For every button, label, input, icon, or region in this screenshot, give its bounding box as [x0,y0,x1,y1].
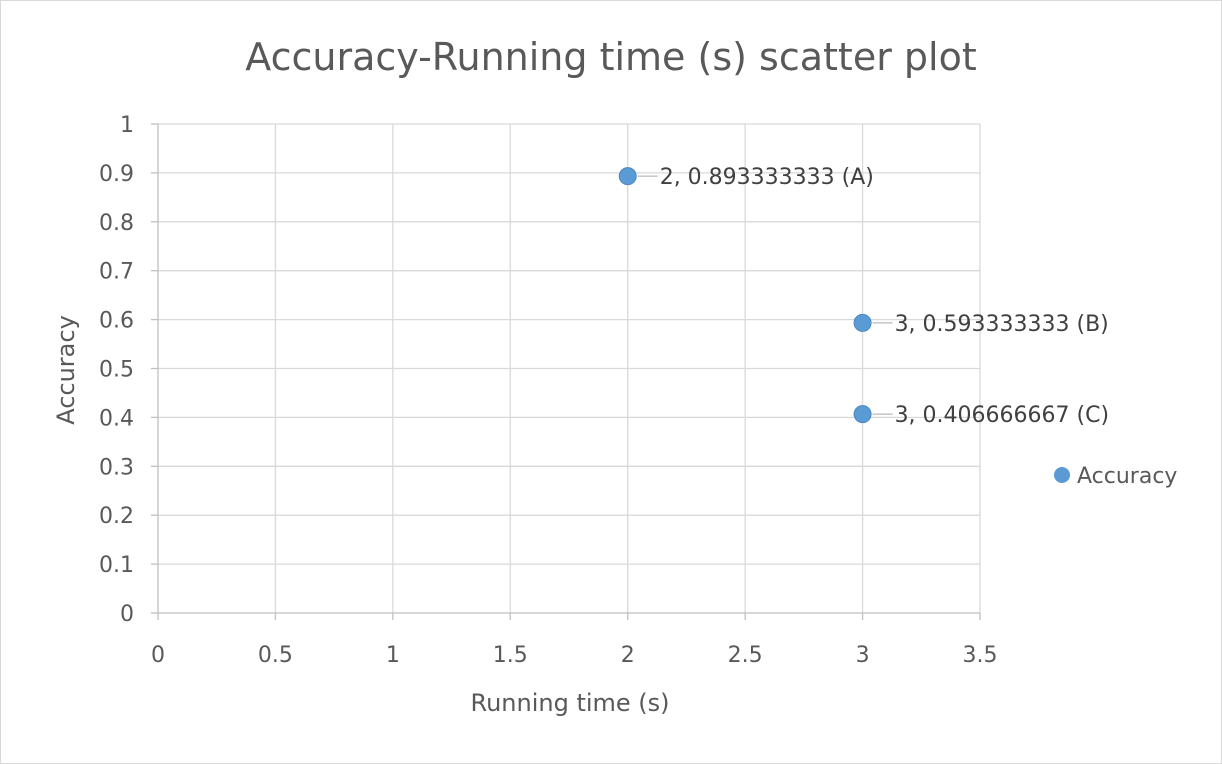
legend-marker [1054,467,1070,483]
y-tick-label: 0.5 [99,358,134,383]
x-tick-label: 2.5 [728,643,763,668]
y-tick-label: 0.1 [99,553,134,578]
y-tick-labels: 0 0.1 0.2 0.3 0.4 0.5 0.6 0.7 0.8 0.9 1 [99,113,134,627]
x-tick-label: 1 [386,643,400,668]
x-tick-label: 0 [151,643,165,668]
y-tick-label: 0.7 [99,260,134,285]
y-tick-label: 0.3 [99,455,134,480]
data-point [853,405,872,424]
x-tick-label: 2 [621,643,635,668]
chart-title: Accuracy-Running time (s) scatter plot [245,35,976,79]
data-label: 3, 0.406666667 (C) [895,403,1109,428]
data-labels: 2, 0.893333333 (A) 3, 0.593333333 (B) 3, 0… [637,165,1109,428]
y-tick-label: 0.4 [99,406,134,431]
y-tick-label: 0.2 [99,504,134,529]
y-tick-label: 0 [120,602,134,627]
x-tick-label: 3.5 [963,643,998,668]
data-points [618,167,872,424]
data-label: 2, 0.893333333 (A) [660,165,874,190]
x-tick-label: 3 [856,643,870,668]
axes [151,123,981,620]
data-point [853,313,872,332]
x-tick-label: 1.5 [493,643,528,668]
data-point [618,167,637,186]
legend: Accuracy [1054,464,1177,489]
x-tick-labels: 0 0.5 1 1.5 2 2.5 3 3.5 [151,643,998,668]
x-axis-title: Running time (s) [470,689,669,717]
y-axis-title: Accuracy [52,315,80,425]
y-tick-label: 0.9 [99,162,134,187]
y-tick-label: 1 [120,113,134,138]
legend-label: Accuracy [1077,464,1177,489]
grid-lines [158,123,981,613]
x-tick-label: 0.5 [258,643,293,668]
y-tick-label: 0.8 [99,211,134,236]
y-tick-label: 0.6 [99,309,134,334]
data-label: 3, 0.593333333 (B) [895,312,1109,337]
